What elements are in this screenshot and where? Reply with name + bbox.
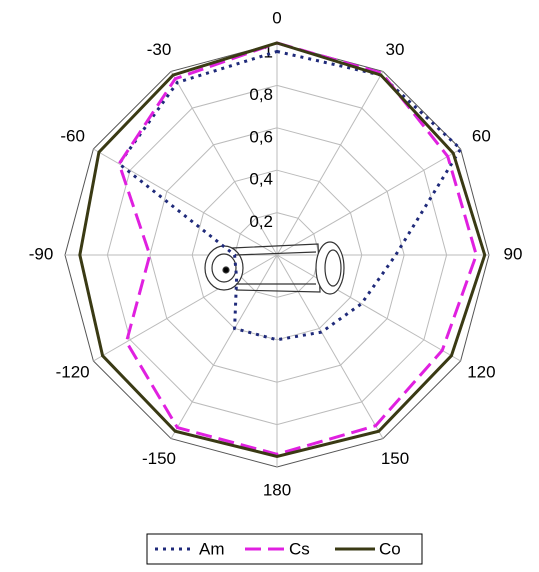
angle-label: -90	[29, 244, 54, 263]
device-wheel-inner	[211, 253, 237, 283]
spoke	[276, 254, 461, 362]
angle-label: 90	[504, 244, 523, 263]
spoke	[170, 71, 278, 256]
angle-label: 60	[472, 126, 491, 145]
device-center	[222, 266, 230, 274]
radial-tick-label: 1	[264, 42, 273, 61]
device-head-inner	[324, 249, 342, 287]
angle-label: 150	[381, 449, 409, 468]
radial-tick-label: 0,6	[249, 127, 273, 146]
radial-tick-label: 0,4	[249, 170, 273, 189]
device-body	[231, 243, 321, 293]
radial-tick-label: 0,8	[249, 85, 273, 104]
angle-label: 120	[467, 362, 495, 381]
device-body-lines	[235, 251, 317, 285]
series-line	[117, 41, 478, 456]
angle-label: 0	[272, 8, 281, 27]
legend-label: Am	[199, 539, 225, 558]
spoke	[93, 254, 278, 362]
device-head	[315, 241, 345, 295]
legend-box	[146, 533, 423, 565]
legend-label: Co	[379, 539, 401, 558]
spoke	[93, 148, 278, 256]
spoke	[276, 148, 461, 256]
angle-label: -30	[147, 40, 172, 59]
angle-label: -60	[60, 126, 85, 145]
radial-tick-label: 0,2	[249, 212, 273, 231]
angle-label: -120	[56, 362, 90, 381]
spoke	[276, 254, 384, 439]
angle-label: 30	[386, 40, 405, 59]
series-line	[78, 41, 487, 458]
legend-label: Cs	[289, 539, 310, 558]
spoke	[276, 71, 384, 256]
angle-label: -150	[142, 449, 176, 468]
series-line	[117, 49, 463, 342]
spoke	[170, 254, 278, 439]
angle-label: 180	[263, 480, 291, 499]
